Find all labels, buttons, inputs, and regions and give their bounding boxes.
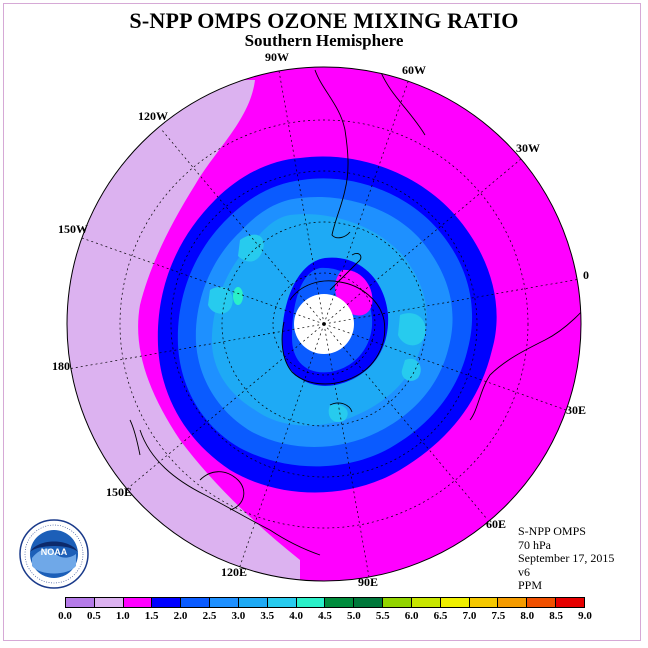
legend-tick-label: 7.5 (491, 610, 506, 622)
legend-swatch (296, 598, 326, 607)
legend-swatch (411, 598, 441, 607)
legend-tick-label: 7.0 (462, 610, 477, 622)
figure-frame (3, 3, 641, 641)
info-instrument: S-NPP OMPS (518, 524, 586, 538)
info-level: 70 hPa (518, 537, 551, 552)
lon-label-0: 0 (583, 268, 589, 282)
legend-swatch (181, 598, 211, 607)
legend-swatch (469, 598, 499, 607)
lon-label-60w: 60W (402, 63, 426, 77)
map-title: S-NPP OMPS OZONE MIXING RATIO (129, 8, 519, 33)
lon-label-30w: 30W (516, 141, 540, 155)
legend-swatch (123, 598, 153, 607)
legend-tick-label: 5.0 (347, 610, 361, 622)
legend-swatch (383, 598, 412, 607)
longitude-labels: 90W 60W 30W 0 30E 60E 90E 120E 150E 180 … (52, 50, 589, 589)
lon-label-90w: 90W (265, 50, 289, 64)
noaa-logo: NOAA (19, 519, 89, 589)
longitude-meridians (67, 70, 581, 578)
vortex-aqua-spot (233, 287, 243, 305)
lon-label-180: 180 (52, 359, 70, 373)
map-boundary (66, 66, 582, 582)
legend-swatch (238, 598, 268, 607)
legend-tick-label: 1.0 (115, 610, 130, 622)
legend-swatch (354, 598, 384, 607)
legend-tick-label: 3.5 (260, 610, 275, 622)
legend-tick-label: 1.5 (144, 610, 159, 622)
legend-tick-label: 2.0 (173, 610, 188, 622)
legend-tick-labels: 0.0 0.5 1.0 1.5 2.0 2.5 3.0 3.5 4.0 4.5 5.0 5.5 6.0 6… (58, 610, 592, 624)
legend-swatch (440, 598, 470, 607)
lon-label-150e: 150E (106, 485, 132, 499)
lon-label-120w: 120W (138, 109, 168, 123)
info-version: v6 (518, 564, 530, 579)
lon-label-60e: 60E (486, 517, 506, 531)
legend-tick-label: 6.5 (433, 610, 448, 622)
info-date: September 17, 2015 (518, 551, 615, 565)
info-units: PPM (518, 578, 543, 592)
lon-label-150w: 150W (58, 222, 88, 236)
legend-tick-label: 8.0 (520, 610, 535, 622)
legend-tick-label: 9.0 (578, 610, 592, 622)
lon-label-120e: 120E (221, 565, 247, 579)
legend-tick-label: 0.0 (58, 610, 72, 622)
legend-swatch (66, 598, 95, 607)
lavender-region (67, 80, 300, 581)
latitude-circles (119, 119, 529, 529)
legend-tick-label: 4.5 (318, 610, 332, 622)
legend-swatch (325, 598, 355, 607)
legend-tick-label: 3.0 (231, 610, 246, 622)
legend-swatch (267, 598, 297, 607)
lon-label-30e: 30E (566, 403, 586, 417)
legend-tick-label: 5.5 (375, 610, 390, 622)
legend-tick-label: 4.0 (289, 610, 303, 622)
map-subtitle: Southern Hemisphere (244, 31, 404, 50)
legend-swatch (152, 598, 182, 607)
lon-label-90e: 90E (358, 575, 378, 589)
legend-swatch (527, 598, 557, 607)
legend-swatch (556, 598, 584, 607)
noaa-logo-text: NOAA (41, 547, 68, 557)
legend-tick-label: 6.0 (404, 610, 419, 622)
color-legend (65, 597, 585, 608)
legend-tick-label: 2.5 (202, 610, 217, 622)
legend-swatch (498, 598, 528, 607)
legend-tick-label: 0.5 (87, 610, 101, 622)
legend-tick-label: 8.5 (549, 610, 563, 622)
legend-swatch (94, 598, 124, 607)
map-info: S-NPP OMPS 70 hPa September 17, 2015 v6 … (518, 524, 615, 593)
legend-swatch (210, 598, 239, 607)
